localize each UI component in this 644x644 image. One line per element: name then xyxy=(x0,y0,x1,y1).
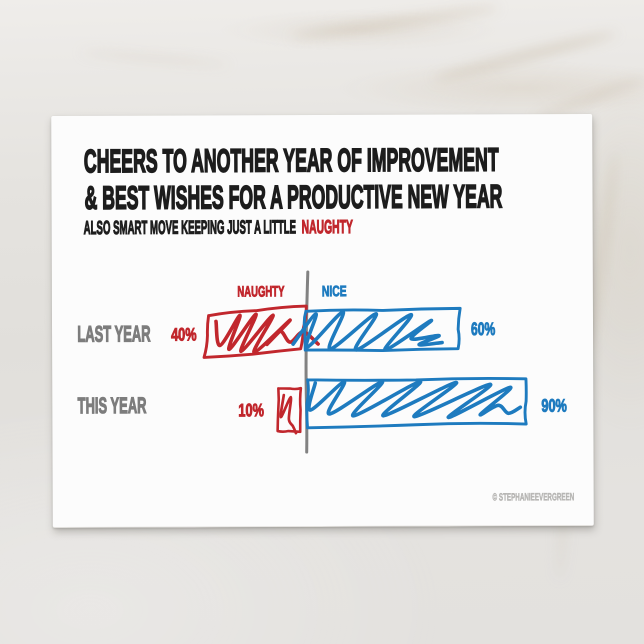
svg-text:CHEERS TO ANOTHER YEAR OF IMPR: CHEERS TO ANOTHER YEAR OF IMPROVEMENT xyxy=(84,141,499,180)
svg-text:& BEST WISHES FOR A PRODUCTIVE: & BEST WISHES FOR A PRODUCTIVE NEW YEAR xyxy=(84,177,502,216)
svg-text:40%: 40% xyxy=(171,325,197,345)
svg-text:© STEPHANIEEVERGREEN: © STEPHANIEEVERGREEN xyxy=(492,491,574,503)
svg-text:LAST YEAR: LAST YEAR xyxy=(77,321,150,347)
svg-text:NICE: NICE xyxy=(322,282,347,300)
svg-text:90%: 90% xyxy=(541,397,567,417)
svg-text:THIS YEAR: THIS YEAR xyxy=(78,392,147,418)
svg-text:ALSO SMART MOVE KEEPING JUST A: ALSO SMART MOVE KEEPING JUST A LITTLE xyxy=(84,217,296,239)
svg-text:NAUGHTY: NAUGHTY xyxy=(302,217,353,238)
svg-text:NAUGHTY: NAUGHTY xyxy=(237,283,285,300)
svg-text:60%: 60% xyxy=(471,320,496,340)
svg-text:10%: 10% xyxy=(238,401,264,421)
